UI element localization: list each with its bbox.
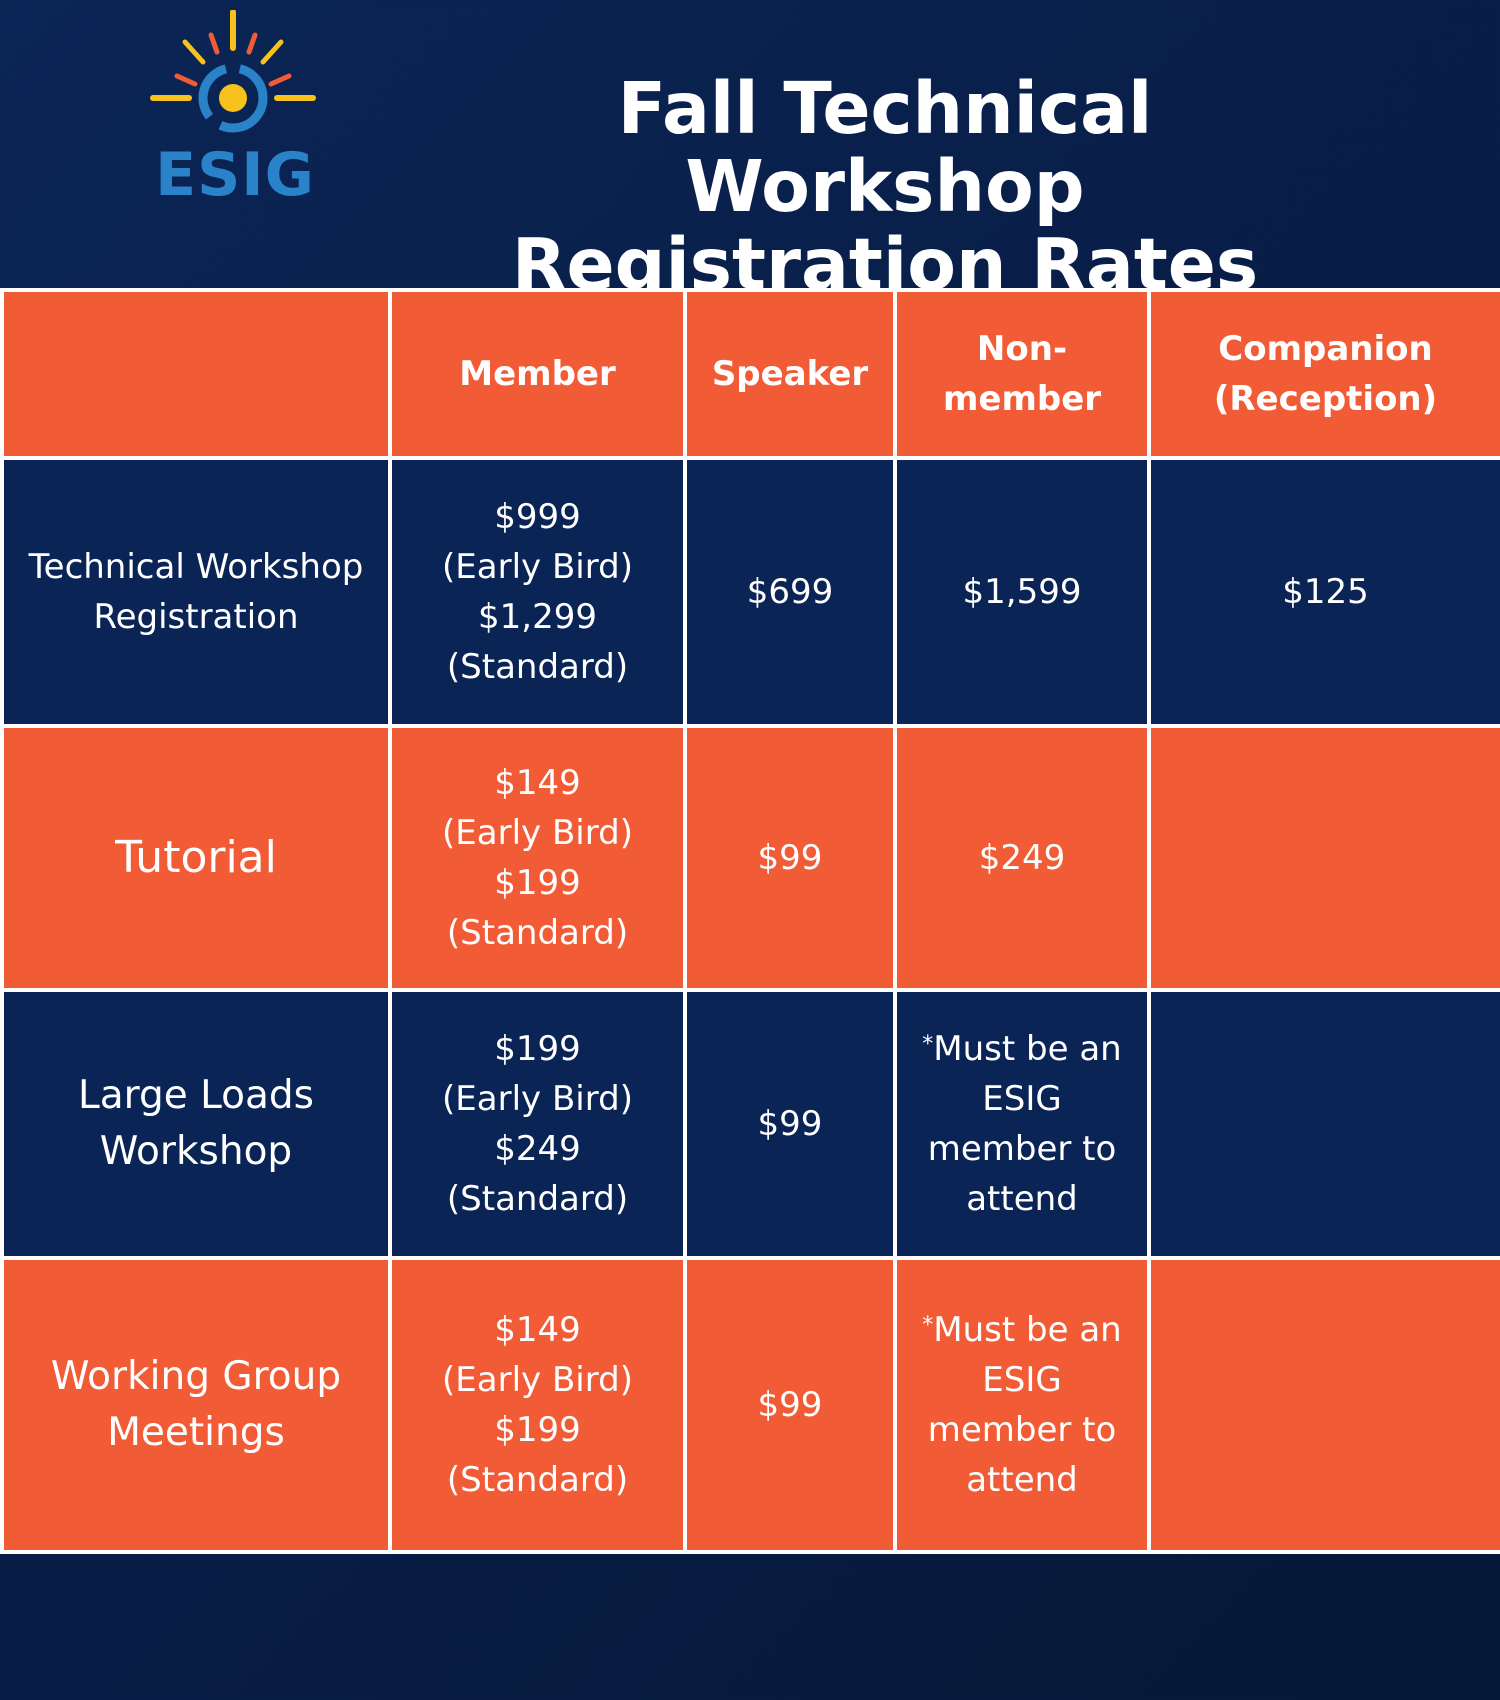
cell-member: $199 (Early Bird) $249 (Standard): [388, 988, 687, 1260]
row-label-working-group: Working Group Meetings: [0, 1256, 392, 1554]
cell-nonmember-note: *Must be an ESIG member to attend: [893, 1256, 1151, 1554]
cell-member: $999 (Early Bird) $1,299 (Standard): [388, 456, 687, 728]
cell-member: $149 (Early Bird) $199 (Standard): [388, 724, 687, 992]
page-header: ESIG Fall Technical Workshop Registratio…: [0, 0, 1500, 304]
cell-nonmember: $1,599: [893, 456, 1151, 728]
cell-speaker: $99: [683, 1256, 897, 1554]
sun-icon: [150, 10, 316, 133]
cell-nonmember: $249: [893, 724, 1151, 992]
page-title: Fall Technical Workshop Registration Rat…: [430, 70, 1340, 304]
row-label-large-loads: Large Loads Workshop: [0, 988, 392, 1260]
cell-member: $149 (Early Bird) $199 (Standard): [388, 1256, 687, 1554]
header-companion: Companion (Reception): [1147, 288, 1500, 460]
esig-logo: ESIG: [145, 10, 325, 210]
nonmember-note-text: Must be an ESIG member to attend: [927, 1310, 1122, 1500]
cell-companion: $125: [1147, 456, 1500, 728]
asterisk-mark: *: [922, 1313, 934, 1338]
header-empty: [0, 288, 392, 460]
cell-companion: [1147, 724, 1500, 992]
table-row: Large Loads Workshop $199 (Early Bird) $…: [0, 988, 1500, 1260]
title-line-1: Fall Technical Workshop: [617, 67, 1153, 228]
row-label-technical-workshop: Technical Workshop Registration: [0, 456, 392, 728]
rates-table: Member Speaker Non- member Companion (Re…: [0, 288, 1500, 1554]
header-member: Member: [388, 288, 687, 460]
cell-nonmember-note: *Must be an ESIG member to attend: [893, 988, 1151, 1260]
cell-speaker: $699: [683, 456, 897, 728]
logo-text: ESIG: [155, 140, 315, 210]
table-row: Technical Workshop Registration $999 (Ea…: [0, 456, 1500, 728]
cell-speaker: $99: [683, 988, 897, 1260]
asterisk-mark: *: [922, 1032, 934, 1057]
nonmember-note-text: Must be an ESIG member to attend: [927, 1029, 1122, 1219]
table-row: Working Group Meetings $149 (Early Bird)…: [0, 1256, 1500, 1554]
table-row: Tutorial $149 (Early Bird) $199 (Standar…: [0, 724, 1500, 992]
row-label-tutorial: Tutorial: [0, 724, 392, 992]
cell-companion: [1147, 1256, 1500, 1554]
header-speaker: Speaker: [683, 288, 897, 460]
cell-companion: [1147, 988, 1500, 1260]
header-nonmember: Non- member: [893, 288, 1151, 460]
cell-speaker: $99: [683, 724, 897, 992]
table-header-row: Member Speaker Non- member Companion (Re…: [0, 288, 1500, 460]
